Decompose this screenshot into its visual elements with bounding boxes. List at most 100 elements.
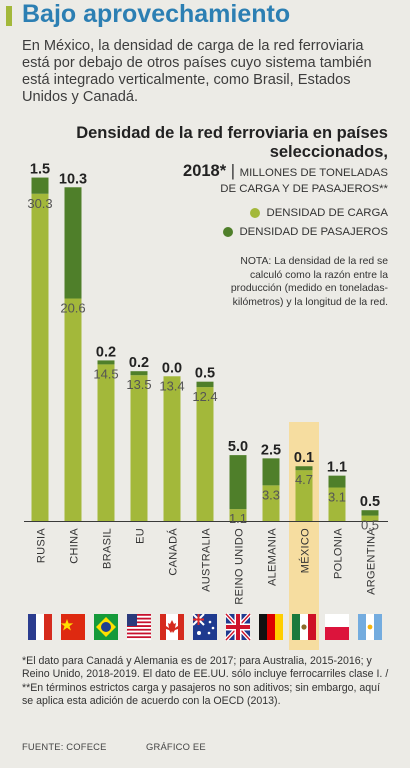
flag-stripe — [127, 615, 151, 618]
intro-text: En México, la densidad de carga de la re… — [22, 38, 372, 105]
flag-stripe — [325, 627, 349, 640]
flag-stripe — [127, 630, 151, 633]
flag-shape — [166, 620, 178, 633]
chart-unit-line2: DE CARGA Y DE PASAJEROS** — [220, 183, 388, 195]
legend-dot-cargo-icon — [250, 207, 261, 218]
legend-dot-passenger-icon — [223, 226, 234, 237]
china-flag — [60, 614, 85, 640]
label-passenger-value: 1.5 — [30, 162, 50, 178]
poland-flag — [325, 614, 349, 640]
headline: Bajo aprovechamiento — [22, 0, 291, 28]
bar-cargo — [229, 509, 247, 521]
bar-cargo — [328, 487, 346, 521]
flag-stripe — [127, 638, 151, 640]
bar-cargo — [295, 470, 313, 521]
flag-shape — [60, 619, 74, 631]
flag-stripe — [127, 627, 151, 629]
bar-passenger — [130, 371, 148, 376]
label-passenger-value: 0.5 — [360, 494, 380, 510]
chart-unit-line1: MILLONES DE TONELADAS — [239, 167, 388, 179]
bar-cargo — [196, 387, 214, 521]
chart-title-year: 2018* — [183, 162, 227, 180]
flag-stripe — [358, 614, 366, 640]
flag-stripe — [267, 614, 275, 640]
label-cargo-value: 20.6 — [60, 301, 85, 316]
category-label: CHINA — [69, 528, 81, 564]
flag-stripe — [160, 614, 166, 640]
label-cargo-value: 1.1 — [229, 511, 247, 526]
bar-chart: 1.5 30.3 RUSIA 10.3 20.6 CHINA 0.2 14.5 BRASIL 0.… — [24, 162, 388, 650]
flag-stripe — [44, 614, 52, 640]
bar-passenger — [196, 381, 214, 388]
footnote: *El dato para Canadá y Alemania es de 20… — [22, 655, 389, 707]
label-passenger-value: 0.2 — [129, 355, 149, 371]
label-cargo-value: 3.1 — [328, 490, 346, 505]
bar-passenger — [361, 510, 379, 516]
category-label: REINO UNIDO — [234, 528, 246, 605]
canada-flag — [160, 614, 184, 640]
label-cargo-value: 13.5 — [126, 377, 151, 392]
category-label: RUSIA — [36, 528, 48, 563]
flag-stripe — [127, 614, 137, 626]
flag-stripe — [127, 625, 151, 627]
flag-stripe — [374, 614, 382, 640]
flag-stripe — [178, 614, 184, 640]
legend-label-cargo: DENSIDAD DE CARGA — [266, 206, 388, 219]
label-passenger-value: 5.0 — [228, 439, 248, 455]
flag-stripe — [127, 614, 151, 616]
label-cargo-value: 13.4 — [159, 378, 184, 393]
flag-stripe — [308, 614, 316, 640]
label-passenger-value: 0.5 — [195, 366, 215, 382]
label-passenger-value: 10.3 — [59, 171, 87, 187]
category-label: AUSTRALIA — [201, 528, 213, 592]
bar-cargo — [97, 364, 115, 521]
label-passenger-value: 0.1 — [294, 450, 314, 466]
flag-stripe — [193, 618, 204, 621]
germany-flag — [259, 614, 283, 640]
chart-title-text: Densidad de la red ferroviaria en países… — [76, 124, 388, 161]
bar-passenger — [295, 466, 313, 471]
headline-accent-bar — [6, 6, 12, 26]
russia-flag — [28, 614, 52, 640]
australia-flag — [192, 613, 217, 640]
bar-cargo — [130, 375, 148, 521]
flag-shape — [211, 626, 215, 630]
bar-passenger — [64, 187, 82, 299]
label-cargo-value: 0.5 — [361, 518, 379, 533]
flag-stripe — [292, 614, 300, 640]
bar-passenger — [31, 177, 49, 194]
bar-passenger — [97, 360, 115, 365]
bar-passenger — [262, 458, 280, 486]
chart-note: NOTA: La densidad de la red se calculó c… — [230, 256, 388, 308]
bar-passenger — [229, 455, 247, 510]
label-passenger-value: 0.2 — [96, 344, 116, 360]
label-cargo-value: 30.3 — [27, 196, 52, 211]
legend-item-passenger: DENSIDAD DE PASAJEROS — [223, 222, 388, 241]
mexico-flag — [292, 614, 316, 640]
label-cargo-value: 12.4 — [192, 389, 217, 404]
flag-stripe — [127, 634, 151, 637]
legend-label-passenger: DENSIDAD DE PASAJEROS — [239, 225, 388, 238]
bar-cargo — [361, 515, 379, 521]
label-cargo-value: 3.3 — [262, 487, 280, 502]
argentina-flag — [358, 614, 382, 640]
bar-cargo — [31, 193, 49, 521]
label-passenger-value: 1.1 — [327, 460, 347, 476]
bar-cargo — [163, 376, 181, 521]
flag-stripe — [28, 614, 36, 640]
credit: GRÁFICO EE — [146, 741, 206, 752]
flag-stripe — [275, 614, 283, 640]
category-label: CANADÁ — [167, 528, 180, 576]
flag-stripe — [259, 614, 267, 640]
label-cargo-value: 4.7 — [295, 472, 313, 487]
label-passenger-value: 0.0 — [162, 360, 182, 376]
brazil-flag — [94, 614, 118, 640]
legend: DENSIDAD DE CARGA DENSIDAD DE PASAJEROS — [223, 203, 388, 241]
label-passenger-value: 2.5 — [261, 442, 281, 458]
category-label: POLONIA — [333, 528, 345, 579]
legend-item-cargo: DENSIDAD DE CARGA — [223, 203, 388, 222]
title-separator: | — [230, 162, 236, 180]
bar-passenger — [328, 475, 346, 488]
flag-stripe — [127, 621, 151, 624]
flag-stripe — [127, 632, 151, 635]
